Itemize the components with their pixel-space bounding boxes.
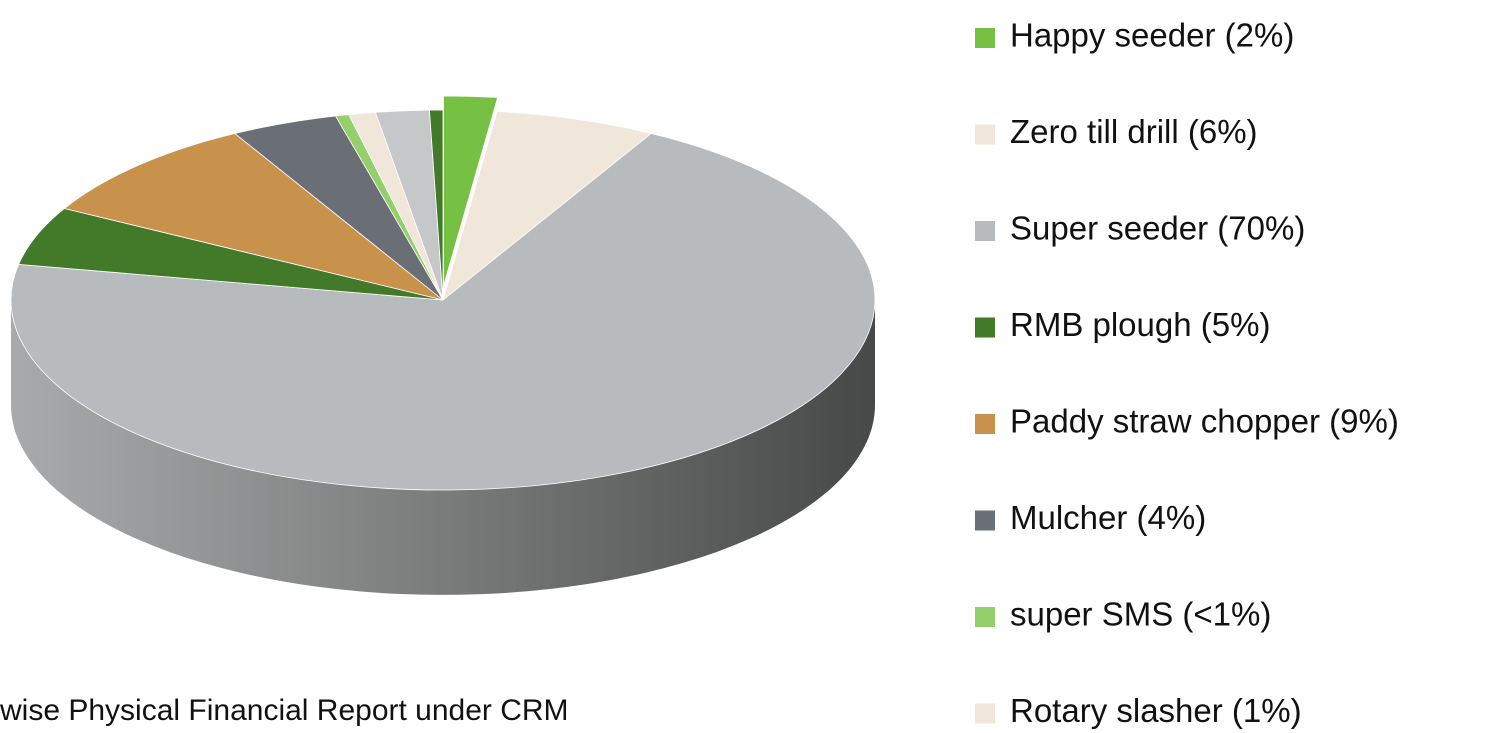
legend-label: Rotary slasher (1%) (1010, 692, 1302, 729)
legend-swatch (975, 124, 995, 145)
legend-label: super SMS (<1%) (1010, 596, 1271, 633)
legend-label: Happy seeder (2%) (1010, 17, 1294, 54)
pie-slice (443, 95, 499, 287)
legend-label: RMB plough (5%) (1010, 306, 1270, 343)
caption: wise Physical Financial Report under CRM (0, 694, 569, 727)
legend-swatch (975, 607, 995, 627)
legend-swatch (975, 703, 995, 724)
pie-slice (63, 133, 444, 301)
legend-label: Zero till drill (6%) (1010, 113, 1258, 150)
legend-swatch (975, 221, 995, 241)
pie-side (11, 300, 875, 595)
pie-slice (10, 133, 876, 491)
legend-swatch (975, 510, 995, 531)
legend-label: Mulcher (4%) (1010, 499, 1206, 536)
pie-slice (429, 109, 444, 301)
legend-swatch (975, 28, 995, 48)
pie-slice (442, 111, 653, 302)
legend-label: Super seeder (70%) (1010, 210, 1305, 247)
legend-swatch (975, 317, 995, 338)
legend-label: Paddy straw chopper (9%) (1010, 403, 1399, 440)
legend-swatch (975, 414, 995, 434)
